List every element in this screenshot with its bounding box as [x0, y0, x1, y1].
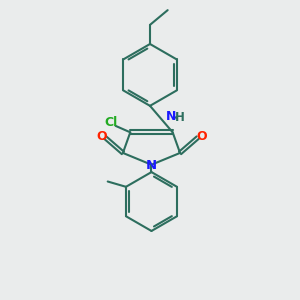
Text: O: O — [196, 130, 207, 143]
Text: Cl: Cl — [105, 116, 118, 129]
Text: O: O — [96, 130, 107, 143]
Text: H: H — [175, 111, 184, 124]
Text: N: N — [146, 159, 157, 172]
Text: N: N — [166, 110, 176, 123]
